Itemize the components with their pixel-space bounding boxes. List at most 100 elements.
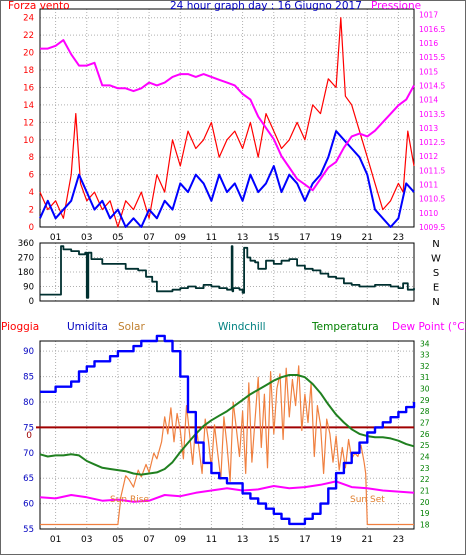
right-tick-label: 29 [420, 396, 430, 405]
dewpoint-line [39, 480, 415, 503]
left-tick-label: 8 [29, 153, 34, 163]
x-tick-label: 11 [206, 233, 217, 243]
speed-line [39, 130, 415, 228]
right-tick-label: 1010.5 [419, 195, 445, 204]
right-tick-label: 1015.5 [419, 53, 445, 62]
left-tick-label: 12 [23, 118, 34, 128]
right-tick-label: 22 [420, 475, 430, 484]
pressure-line [40, 39, 415, 192]
compass-label: E [433, 283, 439, 294]
right-tick-label: 1016 [419, 39, 438, 48]
right-tick-label: 31 [420, 373, 430, 382]
right-tick-label: 24 [420, 453, 430, 462]
x-tick-label: 01 [50, 233, 61, 243]
left-tick-label: 65 [23, 474, 34, 484]
x-tick-label: 15 [268, 535, 279, 545]
right-tick-label: 1012 [419, 152, 438, 161]
left-tick-label: 4 [29, 188, 34, 198]
compass-label: S [433, 268, 439, 279]
x-tick-label: 09 [175, 233, 187, 243]
humidity-label: Umidita [67, 321, 108, 333]
x-tick-label: 05 [112, 233, 123, 243]
compass-label: N [432, 239, 439, 250]
right-tick-label: 1016.5 [419, 25, 445, 34]
x-tick-label: 23 [393, 535, 404, 545]
right-tick-label: 1013.5 [419, 110, 445, 119]
x-tick-label: 13 [237, 233, 248, 243]
x-tick-label: 21 [362, 233, 373, 243]
wind-axes: 01 03 05 07 09 11 13 15 17 19 21 230246810121416182… [23, 11, 445, 243]
left-tick-label: 14 [23, 101, 34, 111]
right-tick-label: 1013 [419, 124, 438, 133]
windchill-label: Windchill [218, 321, 266, 333]
wind-series [39, 17, 415, 228]
x-tick-label: 13 [237, 535, 248, 545]
right-tick-label: 1017 [419, 11, 438, 20]
x-tick-label: 17 [299, 535, 310, 545]
left-tick-label: 24 [23, 14, 34, 24]
right-tick-label: 33 [420, 351, 430, 360]
x-tick-label: 07 [143, 535, 154, 545]
left-tick-label: 0 [29, 223, 34, 233]
left-tick-label: 16 [23, 83, 34, 93]
x-tick-label: 17 [299, 233, 310, 243]
humidity-line [40, 334, 416, 526]
left-tick-label: 22 [23, 31, 34, 41]
right-tick-label: 28 [420, 407, 430, 416]
direction-line [40, 245, 415, 299]
right-tick-label: 1009.5 [419, 223, 445, 232]
right-tick-label: 1015 [419, 67, 438, 76]
x-tick-label: 21 [362, 535, 373, 545]
x-tick-label: 09 [175, 535, 187, 545]
left-tick-label: 75 [23, 423, 34, 433]
direction-plot-frame [39, 242, 415, 302]
right-tick-label: 32 [420, 362, 430, 371]
left-tick-label: 6 [29, 171, 34, 181]
dewpoint-label: Dew Point (°C) [392, 321, 466, 333]
temperature-plot-frame [39, 340, 415, 530]
left-tick-label: 18 [23, 66, 34, 76]
left-tick-label: 70 [23, 449, 34, 459]
left-tick-label: 270 [18, 254, 34, 264]
rain-label: Pioggia [1, 321, 39, 333]
solar-label: Solar [118, 321, 145, 333]
right-tick-label: 1010 [419, 209, 438, 218]
left-tick-label: 55 [23, 525, 34, 535]
left-tick-label: 0 [29, 297, 34, 307]
right-tick-label: 1011 [419, 181, 438, 190]
wind-plot-frame [39, 8, 415, 228]
left-tick-label: 20 [23, 49, 34, 59]
temperature-line [39, 374, 415, 476]
x-tick-label: 19 [330, 535, 342, 545]
left-tick-label: 10 [23, 136, 34, 146]
compass-label: N [432, 297, 439, 308]
x-tick-label: 11 [206, 535, 217, 545]
right-tick-label: 27 [420, 419, 430, 428]
left-tick-label: 360 [18, 239, 34, 249]
wind-pressure-panel: 01 03 05 07 09 11 13 15 17 19 21 230246810121416182… [8, 0, 445, 243]
direction-series [40, 245, 415, 299]
right-tick-label: 20 [420, 498, 430, 507]
x-tick-label: 07 [143, 233, 154, 243]
left-tick-label: 90 [23, 283, 34, 293]
right-tick-label: 1012.5 [419, 138, 445, 147]
right-tick-label: 19 [420, 509, 430, 518]
gust-line [39, 17, 415, 228]
left-tick-label: 60 [23, 500, 34, 510]
left-tick-label: 180 [18, 268, 34, 278]
temperature-label: Temperatura [311, 321, 379, 333]
x-tick-label: 03 [81, 535, 92, 545]
x-tick-label: 03 [81, 233, 92, 243]
right-tick-label: 25 [420, 441, 430, 450]
x-tick-label: 15 [268, 233, 279, 243]
right-tick-label: 26 [420, 430, 430, 439]
chart-title: 24 hour graph day : 16 Giugno 2017 [170, 0, 362, 12]
left-tick-label: 80 [23, 398, 34, 408]
sunset-label: Sun Set [350, 495, 385, 505]
temperature-humidity-panel: 01 03 05 07 09 11 13 15 17 19 21 23 55 60 65 70 75 80 85 90… [1, 321, 466, 545]
compass-label: W [431, 254, 441, 265]
right-tick-label: 34 [420, 339, 430, 348]
